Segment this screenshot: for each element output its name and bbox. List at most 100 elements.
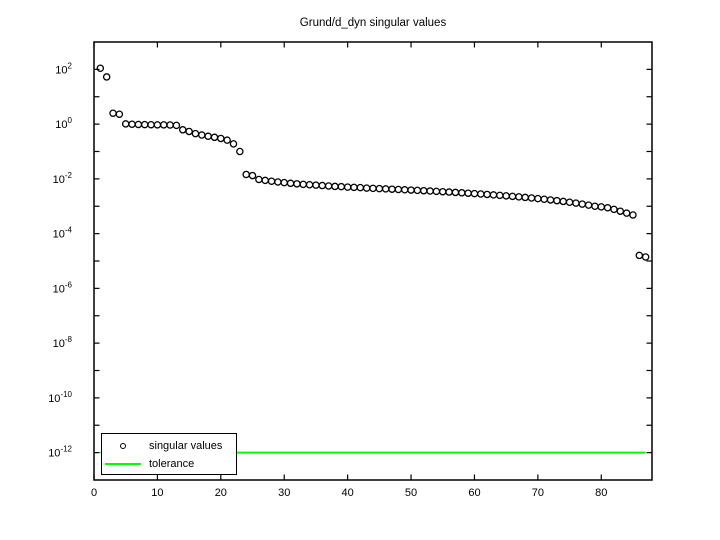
data-point: [191, 129, 200, 138]
data-point: [591, 202, 599, 210]
x-tick-label: 60: [468, 487, 480, 499]
data-point: [159, 121, 168, 129]
data-point: [109, 109, 117, 117]
y-tick-label: 10-10: [48, 390, 72, 405]
x-tick-label: 20: [215, 487, 227, 499]
data-point: [540, 195, 548, 204]
axes-box: [93, 41, 653, 481]
data-point: [362, 184, 371, 192]
legend-label-tolerance: tolerance: [149, 458, 195, 470]
data-point: [236, 147, 244, 156]
x-tick-label: 50: [405, 487, 417, 499]
data-point: [115, 110, 124, 118]
data-point: [324, 182, 333, 190]
legend-entry-singular-values: singular values: [102, 437, 236, 455]
data-point: [438, 187, 447, 196]
data-point: [559, 197, 567, 206]
data-point: [204, 132, 212, 141]
x-tick-label: 10: [151, 487, 163, 499]
data-point: [261, 176, 269, 185]
data-point: [229, 140, 238, 148]
data-point: [477, 190, 485, 198]
data-point: [356, 183, 365, 192]
data-point: [400, 186, 409, 194]
data-point: [286, 179, 295, 188]
data-point: [489, 191, 498, 199]
legend-label-singular-values: singular values: [149, 440, 223, 452]
data-point: [381, 185, 390, 193]
data-point: [179, 126, 187, 134]
data-point: [622, 209, 631, 217]
data-point: [584, 201, 593, 209]
y-tick-label: 100: [55, 116, 72, 131]
data-point: [419, 186, 428, 195]
data-point: [96, 64, 105, 72]
data-point: [546, 196, 555, 204]
y-tick-label: 10-8: [53, 335, 73, 350]
circle-marker-icon: [119, 442, 127, 450]
legend: singular values tolerance: [101, 433, 237, 475]
data-point: [217, 134, 225, 143]
y-tick-label: 10-12: [48, 445, 72, 460]
data-point: [121, 120, 130, 128]
tolerance-line-icon: [105, 462, 141, 466]
data-point: [635, 251, 644, 260]
data-point: [534, 194, 542, 203]
y-tick-label: 10-6: [53, 280, 73, 295]
data-point: [502, 192, 510, 200]
data-point: [102, 73, 111, 81]
data-point: [293, 180, 301, 188]
data-point: [255, 175, 263, 184]
y-tick-label: 10-2: [53, 171, 73, 186]
data-point: [375, 184, 384, 193]
data-point: [565, 198, 574, 206]
data-point: [464, 189, 472, 197]
data-point: [166, 121, 174, 129]
x-tick-label: 80: [595, 487, 607, 499]
data-point: [508, 192, 517, 201]
data-point: [198, 131, 206, 139]
data-point: [521, 193, 529, 202]
y-tick-label: 102: [55, 61, 72, 76]
data-point: [210, 133, 219, 142]
data-point: [432, 187, 441, 196]
data-point: [426, 187, 434, 195]
data-point: [312, 181, 320, 189]
data-point: [343, 183, 352, 191]
data-point: [407, 186, 415, 194]
data-point: [305, 181, 314, 189]
data-point: [578, 200, 587, 208]
data-point: [153, 121, 162, 129]
data-point: [451, 188, 460, 197]
data-point: [616, 207, 625, 215]
data-point: [641, 253, 650, 261]
data-point: [515, 193, 523, 201]
data-point: [337, 182, 346, 191]
data-point: [134, 120, 143, 129]
y-tick-label: 10-4: [53, 226, 73, 241]
data-point: [470, 189, 479, 198]
data-point: [185, 127, 193, 136]
x-tick-label: 70: [532, 487, 544, 499]
data-point: [274, 178, 282, 186]
data-point: [172, 121, 181, 130]
data-point: [527, 194, 536, 202]
data-point: [413, 186, 422, 195]
data-point: [147, 120, 155, 129]
data-point: [553, 196, 561, 205]
legend-swatch: [102, 442, 144, 450]
data-point: [458, 189, 466, 197]
chart-title: Grund/d_dyn singular values: [299, 17, 447, 29]
x-tick-label: 0: [91, 487, 97, 499]
data-point: [299, 180, 307, 189]
legend-swatch: [102, 462, 144, 466]
data-point: [280, 178, 288, 187]
data-point: [572, 199, 580, 207]
data-point: [350, 183, 358, 192]
data-point: [369, 184, 377, 193]
data-point: [394, 185, 403, 194]
data-point: [603, 204, 612, 212]
data-point: [483, 190, 491, 199]
data-point: [445, 188, 453, 196]
